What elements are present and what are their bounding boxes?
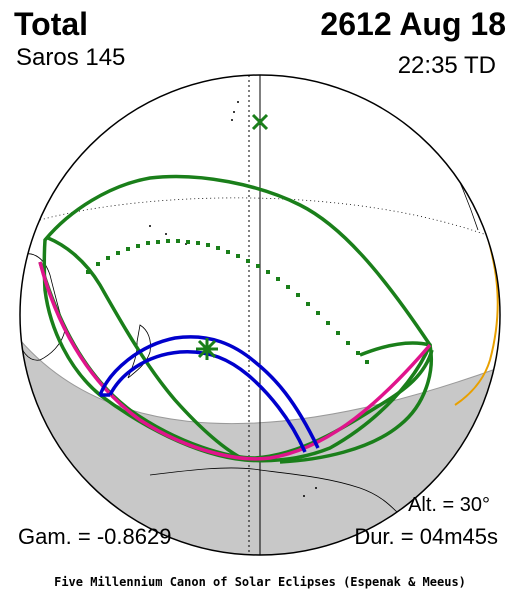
credit-line: Five Millennium Canon of Solar Eclipses … bbox=[54, 575, 466, 589]
central-line bbox=[38, 261, 432, 461]
penumbra-outline bbox=[42, 174, 432, 463]
saros-label: Saros 145 bbox=[16, 44, 126, 71]
subsolar-x-marker bbox=[251, 113, 269, 131]
americas-coastline bbox=[329, 75, 499, 406]
eclipse-type-title: Total bbox=[14, 6, 89, 42]
gamma-label: Gam. = -0.8629 bbox=[18, 524, 172, 549]
penumbra-east-limit bbox=[279, 341, 433, 464]
antarctica-coastline bbox=[149, 467, 401, 516]
globe-outline bbox=[19, 74, 501, 556]
greatest-eclipse-star-marker bbox=[196, 338, 218, 360]
nz-island bbox=[127, 324, 151, 379]
penumbra-north-limit bbox=[47, 236, 246, 462]
umbra-north-limit bbox=[98, 335, 320, 449]
altitude-label: Alt. = 30° bbox=[408, 494, 490, 516]
umbra-south-limit bbox=[108, 350, 307, 453]
duration-label: Dur. = 04m45s bbox=[354, 524, 498, 549]
greatest-eclipse-track bbox=[86, 239, 369, 364]
time-label: 22:35 TD bbox=[397, 52, 496, 79]
equator-line bbox=[39, 197, 500, 241]
terminator-line bbox=[20, 339, 500, 425]
pacific-islands bbox=[149, 101, 317, 497]
eclipse-date-title: 2612 Aug 18 bbox=[320, 6, 506, 42]
